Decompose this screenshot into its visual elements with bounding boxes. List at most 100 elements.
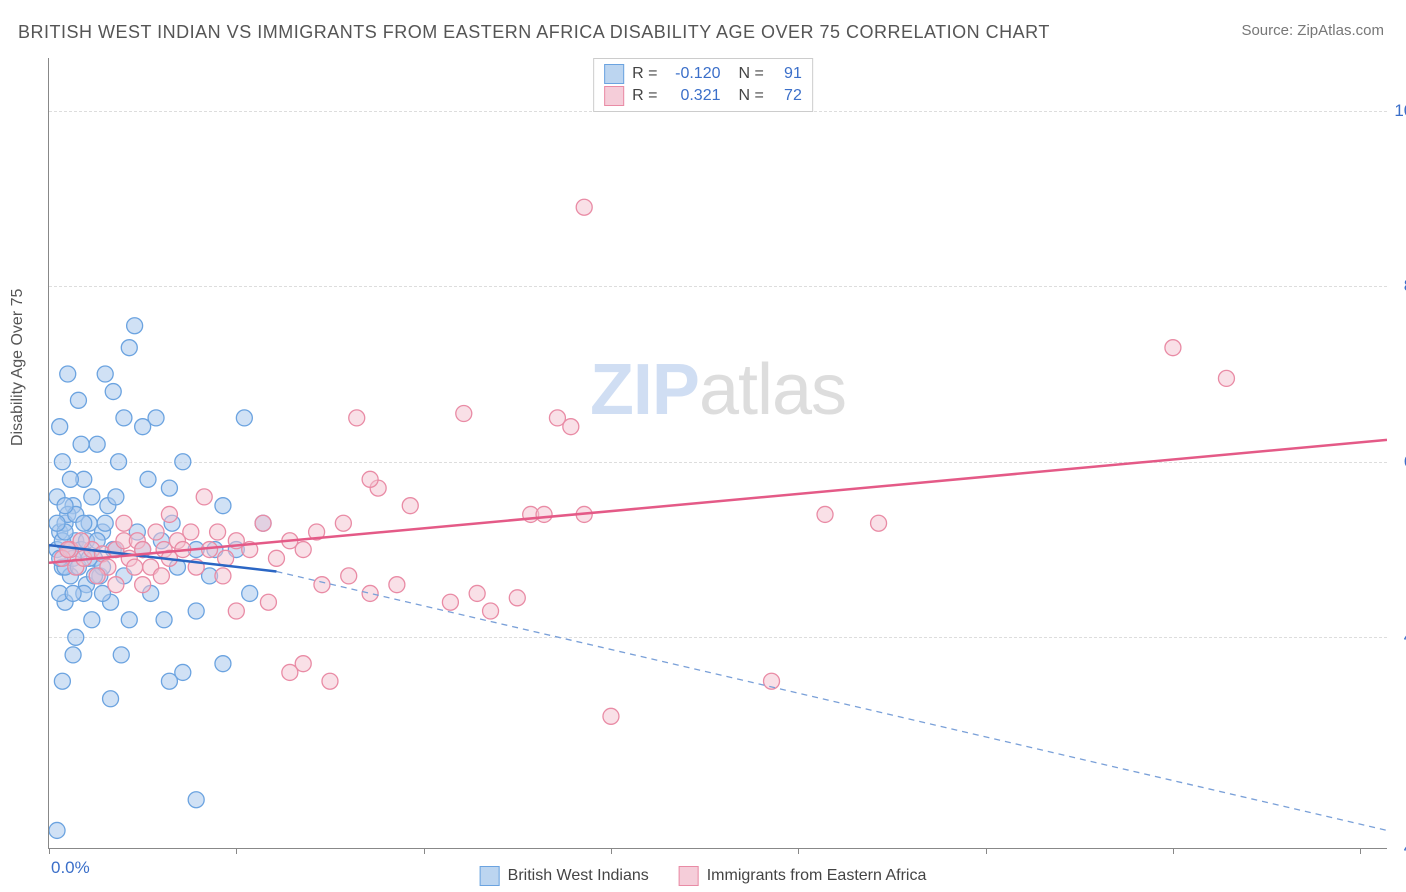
data-point [108,489,124,505]
data-point [362,585,378,601]
data-point [603,708,619,724]
data-point [60,542,76,558]
xtick [49,848,50,854]
data-point [103,691,119,707]
data-point [121,612,137,628]
data-point [105,384,121,400]
xtick [986,848,987,854]
trend-line-extrapolated [276,572,1387,831]
data-point [156,612,172,628]
scatter-svg [49,58,1387,848]
data-point [175,454,191,470]
data-point [228,603,244,619]
data-point [127,559,143,575]
data-point [215,656,231,672]
data-point [563,419,579,435]
data-point [52,419,68,435]
data-point [111,454,127,470]
data-point [140,471,156,487]
data-point [322,673,338,689]
legend-swatch [480,866,500,886]
data-point [161,506,177,522]
data-point [349,410,365,426]
data-point [469,585,485,601]
data-point [442,594,458,610]
xtick [1360,848,1361,854]
data-point [817,506,833,522]
data-point [116,515,132,531]
data-point [54,454,70,470]
data-point [456,406,472,422]
data-point [84,489,100,505]
stat-r-value: 0.321 [666,85,721,107]
data-point [49,822,65,838]
data-point [314,577,330,593]
data-point [65,585,81,601]
legend-swatch [604,86,624,106]
data-point [576,199,592,215]
trend-line [49,440,1387,563]
legend-swatch [604,64,624,84]
data-point [116,410,132,426]
data-point [54,673,70,689]
stat-n-value: 72 [772,85,802,107]
data-point [57,498,73,514]
data-point [183,524,199,540]
legend-item: British West Indians [480,866,649,886]
data-point [188,792,204,808]
legend-item: Immigrants from Eastern Africa [679,866,927,886]
data-point [127,318,143,334]
stat-r-label: R = [632,63,657,85]
stat-r-value: -0.120 [666,63,721,85]
data-point [153,568,169,584]
data-point [215,568,231,584]
data-point [62,471,78,487]
data-point [148,524,164,540]
legend-stat-row: R = 0.321 N = 72 [604,85,802,107]
xtick [424,848,425,854]
stat-r-label: R = [632,85,657,107]
data-point [89,436,105,452]
data-point [97,515,113,531]
source-label: Source: ZipAtlas.com [1241,22,1384,39]
stat-n-label: N = [739,85,764,107]
data-point [255,515,271,531]
data-point [1218,370,1234,386]
chart-title: BRITISH WEST INDIAN VS IMMIGRANTS FROM E… [18,22,1050,43]
data-point [389,577,405,593]
stat-n-label: N = [739,63,764,85]
xtick [1173,848,1174,854]
data-point [215,498,231,514]
data-point [295,656,311,672]
data-point [84,612,100,628]
data-point [196,489,212,505]
data-point [148,410,164,426]
data-point [135,577,151,593]
legend-label: British West Indians [508,867,649,885]
data-point [175,664,191,680]
ytick-label: 100.0% [1394,101,1406,121]
data-point [268,550,284,566]
data-point [60,366,76,382]
data-point [335,515,351,531]
data-point [108,577,124,593]
data-point [1165,340,1181,356]
data-point [70,392,86,408]
legend-label: Immigrants from Eastern Africa [707,867,927,885]
data-point [210,524,226,540]
legend-stats: R = -0.120 N = 91 R = 0.321 N = 72 [593,58,813,112]
data-point [121,340,137,356]
stat-n-value: 91 [772,63,802,85]
data-point [260,594,276,610]
data-point [402,498,418,514]
y-axis-label: Disability Age Over 75 [9,289,27,446]
xtick [798,848,799,854]
data-point [242,585,258,601]
data-point [76,515,92,531]
data-point [73,436,89,452]
data-point [89,568,105,584]
data-point [113,647,129,663]
legend-stat-row: R = -0.120 N = 91 [604,63,802,85]
data-point [536,506,552,522]
data-point [161,480,177,496]
